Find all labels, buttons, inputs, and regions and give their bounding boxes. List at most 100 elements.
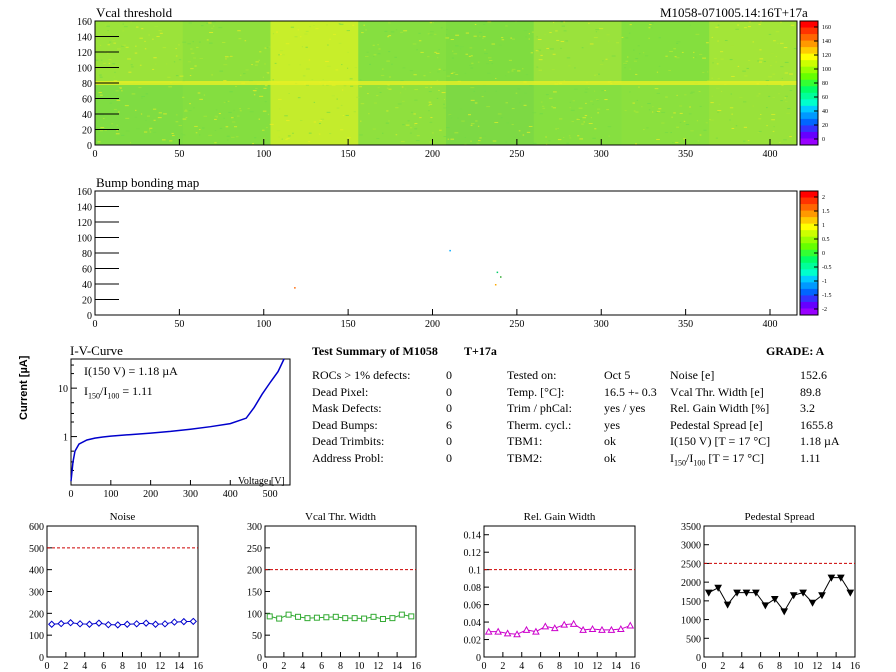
- palette-label: 0: [822, 251, 825, 257]
- pixel-noise: [596, 74, 598, 76]
- trend-x-tick-label: 2: [63, 661, 68, 672]
- y-tick-label: 120: [77, 48, 92, 59]
- pixel-noise: [790, 24, 795, 26]
- pixel-noise: [717, 78, 720, 80]
- pixel-noise: [772, 73, 776, 75]
- pixel-noise: [350, 85, 354, 87]
- x-tick-label: 350: [678, 149, 693, 160]
- pixel-noise: [264, 47, 267, 49]
- pixel-noise: [602, 60, 604, 62]
- x-tick-label: 250: [509, 149, 524, 160]
- pixel-noise: [434, 33, 437, 35]
- pixel-noise: [582, 117, 587, 119]
- pixel-noise: [604, 99, 608, 101]
- pixel-noise: [387, 22, 391, 24]
- pixel-noise: [254, 64, 258, 66]
- pixel-noise: [537, 39, 542, 41]
- iv-title: I-V-Curve: [70, 343, 123, 358]
- pixel-noise: [178, 124, 183, 126]
- pixel-noise: [593, 90, 596, 92]
- trend-point: [494, 627, 502, 635]
- x-tick-label: 300: [594, 319, 609, 330]
- trend-x-tick-label: 8: [557, 661, 562, 672]
- palette-label: 0.5: [822, 237, 830, 243]
- pixel-noise: [359, 134, 363, 136]
- trend-chart-title: Rel. Gain Width: [524, 511, 596, 523]
- pixel-noise: [209, 31, 214, 33]
- pixel-noise: [596, 99, 599, 101]
- pixel-noise: [518, 130, 521, 132]
- pixel-noise: [641, 106, 643, 108]
- pixel-noise: [679, 105, 683, 107]
- pixel-noise: [549, 48, 554, 50]
- trend-y-tick-label: 0.1: [469, 566, 482, 577]
- trend-x-tick-label: 16: [630, 661, 640, 672]
- pixel-noise: [179, 75, 184, 77]
- pixel-noise: [311, 79, 314, 81]
- trend-y-tick-label: 400: [29, 566, 44, 577]
- pixel-noise: [99, 114, 104, 116]
- pixel-noise: [372, 44, 375, 46]
- pixel-noise: [112, 64, 116, 66]
- pixel-noise: [768, 95, 771, 97]
- pixel-noise: [294, 36, 298, 38]
- pixel-noise: [427, 56, 430, 58]
- pixel-noise: [661, 111, 666, 113]
- pixel-noise: [772, 59, 774, 61]
- pixel-noise: [633, 49, 635, 51]
- palette-cell: [800, 92, 818, 100]
- pixel-noise: [119, 87, 122, 89]
- pixel-noise: [197, 92, 201, 94]
- pixel-noise: [565, 40, 569, 42]
- trend-y-tick-label: 2000: [681, 578, 701, 589]
- pixel-noise: [470, 87, 475, 89]
- trend-y-tick-label: 0.08: [464, 583, 482, 594]
- pixel-noise: [648, 37, 650, 39]
- trend-point: [161, 620, 169, 628]
- pixel-noise: [199, 129, 201, 131]
- pixel-noise: [244, 40, 247, 42]
- pixel-noise: [699, 105, 702, 107]
- x-tick-label: 150: [341, 319, 356, 330]
- pixel-noise: [173, 61, 176, 63]
- pixel-noise: [568, 135, 571, 137]
- pixel-noise: [255, 87, 258, 89]
- pixel-noise: [541, 105, 545, 107]
- pixel-noise: [468, 64, 473, 66]
- pixel-noise: [784, 95, 788, 97]
- pixel-noise: [486, 72, 491, 74]
- pixel-noise: [563, 80, 566, 82]
- summary-value: ok: [604, 434, 616, 449]
- x-tick-label: 250: [509, 319, 524, 330]
- pixel-noise: [510, 37, 513, 39]
- pixel-noise: [339, 23, 344, 25]
- pixel-noise: [735, 28, 739, 30]
- pixel-noise: [428, 91, 432, 93]
- pixel-noise: [789, 136, 792, 138]
- pixel-noise: [528, 38, 530, 40]
- pixel-noise: [438, 49, 440, 51]
- pixel-noise: [681, 51, 684, 53]
- pixel-noise: [477, 61, 480, 63]
- pixel-noise: [352, 24, 355, 26]
- trend-point: [342, 615, 349, 622]
- pixel-noise: [178, 59, 182, 61]
- pixel-noise: [765, 80, 769, 82]
- bump-map-axes: 0 50 100 150 200 250 300 350 400 0 20 40 60 80 100 120 1…: [77, 187, 798, 330]
- pixel-noise: [278, 98, 282, 100]
- pixel-noise: [288, 64, 291, 66]
- pixel-noise: [95, 59, 99, 61]
- pixel-noise: [218, 27, 223, 29]
- palette-cell: [800, 99, 818, 107]
- pixel-noise: [668, 70, 671, 72]
- pixel-noise: [187, 61, 191, 63]
- pixel-noise: [729, 119, 731, 121]
- pixel-noise: [373, 102, 378, 104]
- pixel-noise: [508, 59, 512, 61]
- pixel-noise: [474, 102, 478, 104]
- pixel-noise: [665, 55, 668, 57]
- pixel-noise: [376, 95, 379, 97]
- pixel-noise: [446, 127, 450, 129]
- pixel-noise: [428, 104, 431, 106]
- pixel-noise: [254, 137, 257, 139]
